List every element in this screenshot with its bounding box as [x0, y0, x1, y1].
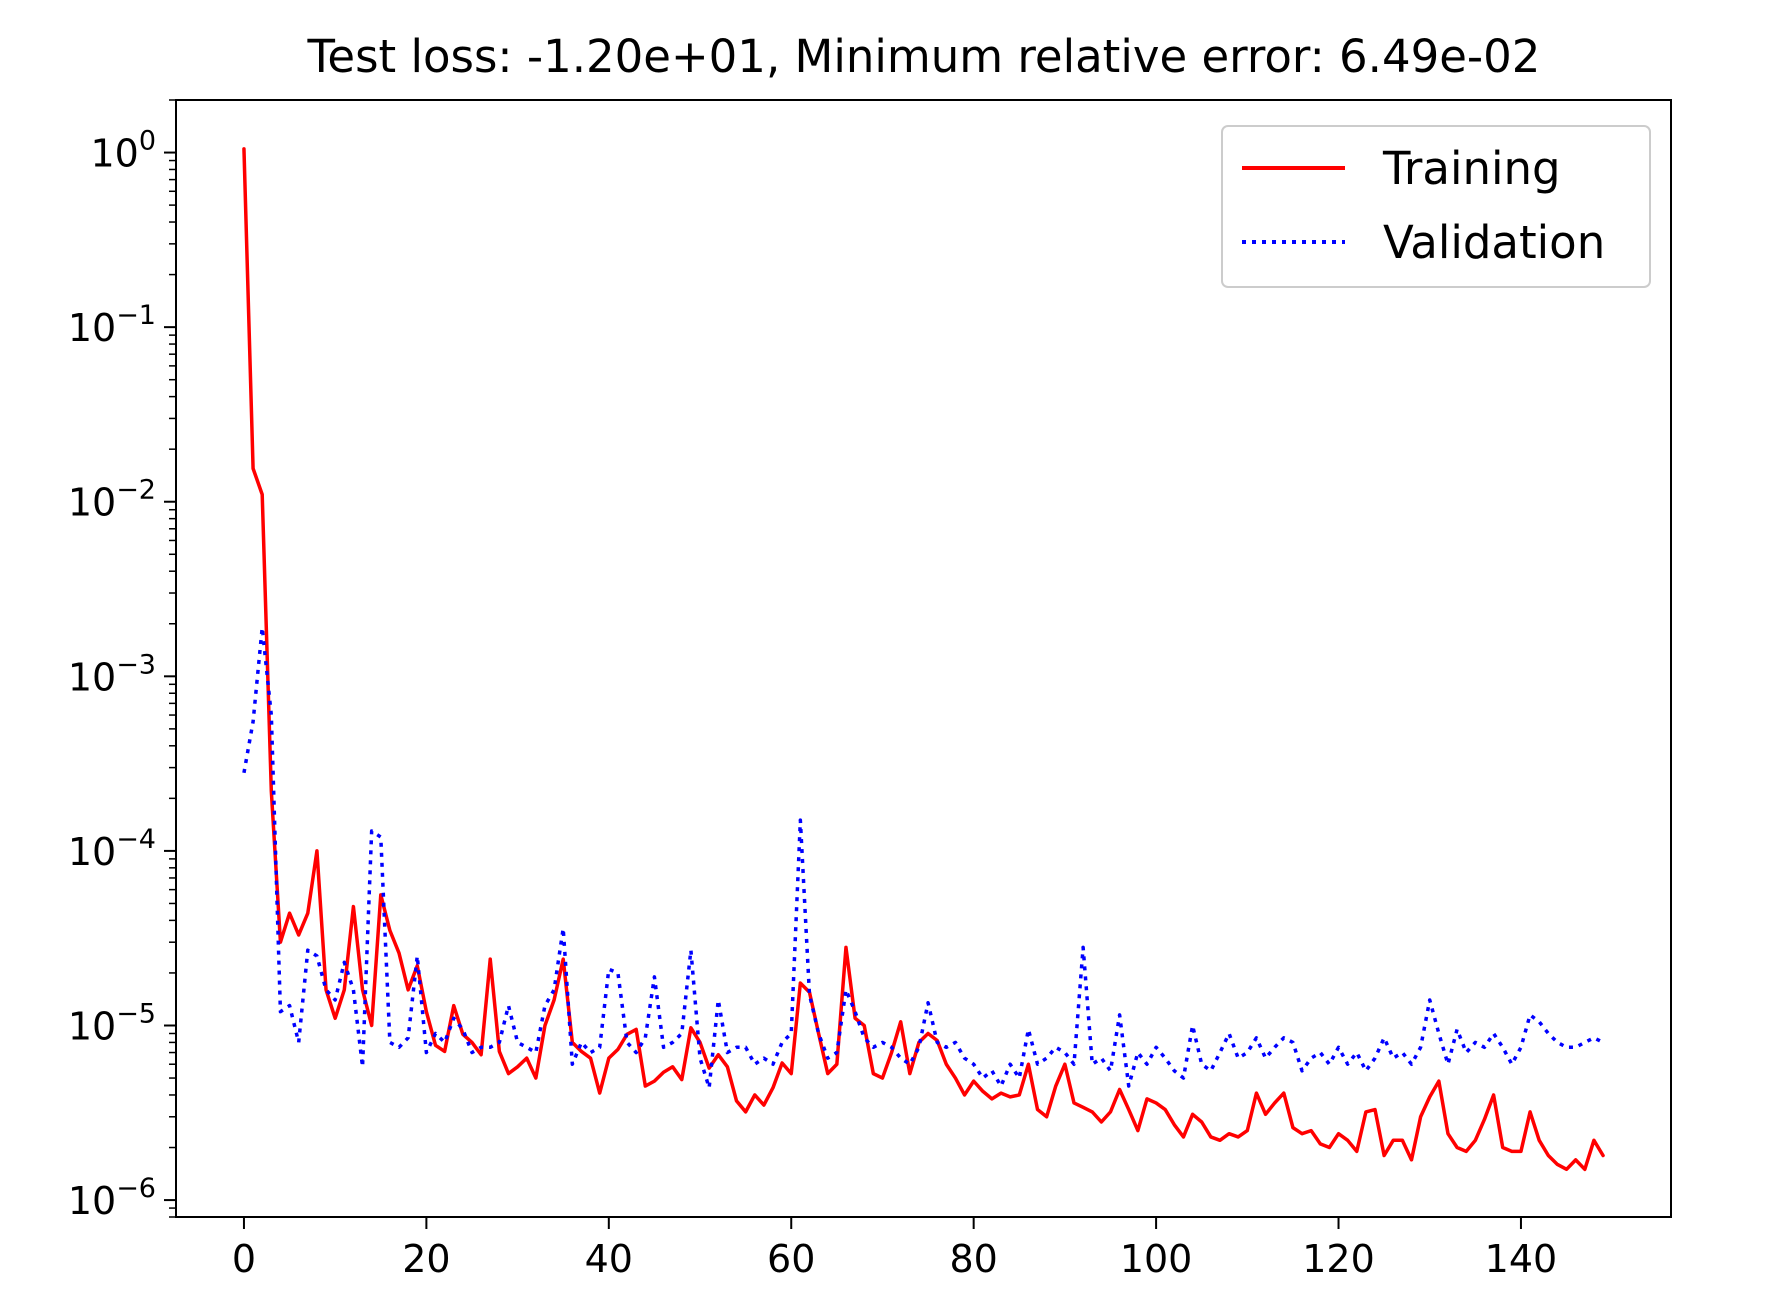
y-tick-label: 10−6 — [68, 1173, 156, 1223]
x-tick-label: 40 — [585, 1237, 633, 1281]
legend: Training Validation — [1221, 125, 1651, 288]
y-axis: 100 10−1 10−2 10−3 10−4 10−5 10−6 — [68, 99, 176, 1223]
chart-title: Test loss: -1.20e+01, Minimum relative e… — [307, 30, 1541, 83]
legend-label-training: Training — [1382, 142, 1561, 195]
series-line-training — [242, 147, 1605, 1172]
y-tick-label: 10−2 — [68, 475, 156, 525]
legend-label-validation: Validation — [1383, 216, 1605, 269]
x-tick-label: 60 — [767, 1237, 815, 1281]
x-tick-label: 20 — [402, 1237, 450, 1281]
plot-lines — [242, 147, 1605, 1172]
y-tick-label: 10−3 — [68, 649, 156, 699]
x-tick-label: 140 — [1485, 1237, 1558, 1281]
x-tick-label: 80 — [949, 1237, 997, 1281]
y-tick-label: 100 — [90, 126, 156, 176]
x-tick-label: 0 — [232, 1237, 256, 1281]
x-axis: 0 20 40 60 80 100 120 140 — [232, 1217, 1557, 1281]
y-tick-label: 10−1 — [68, 300, 156, 350]
y-tick-label: 10−4 — [68, 824, 156, 874]
plot-frame — [175, 99, 1672, 1218]
y-tick-label: 10−5 — [68, 998, 156, 1048]
x-tick-label: 100 — [1120, 1237, 1193, 1281]
x-tick-label: 120 — [1302, 1237, 1375, 1281]
